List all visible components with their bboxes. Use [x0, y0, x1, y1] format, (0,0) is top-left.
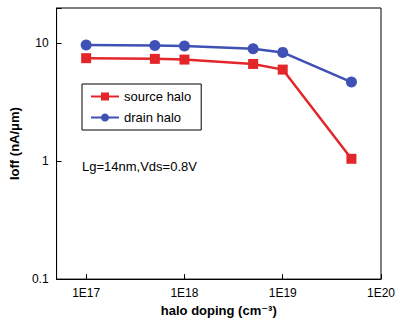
svg-text:1E19: 1E19 [269, 286, 297, 300]
svg-text:halo doping (cm⁻³): halo doping (cm⁻³) [161, 303, 277, 318]
svg-text:10: 10 [35, 36, 49, 50]
svg-text:Ioff (nA/μm): Ioff (nA/μm) [7, 107, 22, 180]
svg-text:1E20: 1E20 [367, 286, 395, 300]
svg-text:0.1: 0.1 [32, 272, 49, 286]
svg-text:drain halo: drain halo [124, 110, 181, 125]
svg-text:Lg=14nm,Vds=0.8V: Lg=14nm,Vds=0.8V [82, 159, 197, 174]
svg-text:1E17: 1E17 [72, 286, 100, 300]
svg-text:source halo: source halo [124, 89, 191, 104]
svg-text:1E18: 1E18 [170, 286, 198, 300]
svg-text:1: 1 [42, 154, 49, 168]
